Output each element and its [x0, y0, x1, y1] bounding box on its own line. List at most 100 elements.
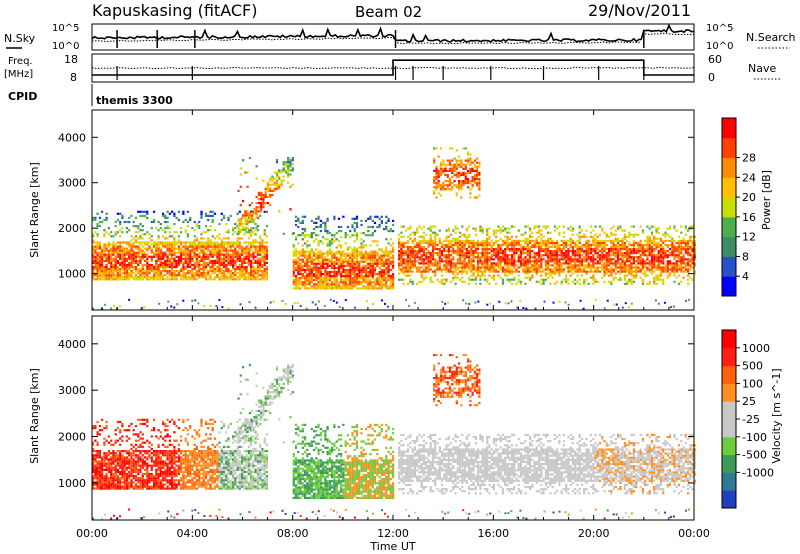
- power-cell: [259, 235, 262, 238]
- power-cell: [666, 264, 669, 267]
- power-cell: [453, 184, 456, 187]
- power-cell: [632, 225, 635, 228]
- power-cell: [549, 245, 552, 249]
- power-cell: [92, 270, 95, 273]
- power-cell: [409, 260, 412, 263]
- power-cell: [648, 264, 651, 267]
- power-cell: [418, 258, 421, 261]
- power-cell: [328, 252, 331, 255]
- power-cell: [171, 274, 174, 277]
- power-cell: [668, 239, 672, 242]
- power-cell: [632, 252, 635, 255]
- power-cell: [682, 239, 685, 242]
- power-cell: [155, 272, 158, 275]
- power-cell: [317, 268, 320, 272]
- power-cell: [508, 250, 511, 253]
- power-cell: [119, 249, 122, 252]
- power-cell: [400, 258, 403, 261]
- power-cell: [422, 270, 425, 273]
- power-cell: [465, 239, 468, 242]
- power-cell: [227, 268, 230, 271]
- power-cell: [454, 231, 457, 234]
- power-cell: [641, 248, 644, 251]
- power-cell: [637, 258, 640, 261]
- power-cell: [308, 275, 311, 278]
- power-cell: [576, 274, 579, 277]
- power-cell: [533, 256, 536, 259]
- power-cell: [446, 175, 449, 179]
- power-cell: [677, 235, 681, 238]
- power-cell: [141, 237, 144, 240]
- power-cell: [623, 260, 626, 263]
- power-cell: [175, 247, 178, 250]
- power-cell: [125, 247, 129, 250]
- power-cell: [452, 270, 455, 273]
- power-cell: [351, 277, 354, 280]
- power-cell: [540, 248, 543, 251]
- power-cell: [148, 263, 151, 267]
- power-cell: [565, 250, 568, 253]
- power-cell: [263, 274, 266, 277]
- power-cell: [367, 279, 370, 282]
- power-cell: [299, 277, 302, 280]
- power-cell: [571, 239, 574, 242]
- power-cell: [164, 251, 167, 254]
- power-cell: [155, 278, 158, 281]
- power-cell: [278, 169, 281, 172]
- power-cell: [632, 274, 635, 277]
- power-cell: [610, 239, 613, 242]
- power-cell: [605, 252, 608, 255]
- power-cell: [437, 173, 440, 177]
- power-cell: [680, 256, 683, 259]
- power-cell: [220, 243, 223, 246]
- power-cell: [571, 250, 574, 253]
- power-cell: [232, 245, 235, 248]
- power-cell: [440, 274, 444, 277]
- power-cell: [94, 274, 97, 277]
- power-cell: [664, 239, 667, 242]
- power-cell: [483, 278, 486, 281]
- power-cell: [594, 270, 597, 273]
- power-cell: [310, 232, 313, 235]
- power-cell: [639, 258, 642, 261]
- power-cell: [137, 245, 140, 248]
- power-cell: [425, 276, 428, 279]
- power-cell: [337, 285, 340, 288]
- power-cell: [626, 252, 629, 255]
- power-cell: [433, 182, 436, 185]
- power-cell: [186, 235, 189, 238]
- power-cell: [592, 262, 595, 265]
- power-cell: [691, 235, 694, 238]
- power-cell: [191, 272, 194, 275]
- power-cell: [385, 266, 388, 269]
- power-cell: [601, 250, 604, 253]
- power-cell: [639, 243, 642, 247]
- power-cell: [551, 256, 554, 259]
- power-cell: [371, 234, 374, 237]
- power-cell: [407, 256, 410, 259]
- power-cell: [578, 227, 581, 230]
- power-cell: [425, 248, 428, 251]
- noise-panel-frame: [91, 23, 695, 51]
- power-cell: [531, 243, 534, 247]
- power-cell: [425, 258, 428, 261]
- power-cell: [504, 264, 507, 267]
- power-cell: [211, 255, 214, 258]
- power-cell: [261, 263, 264, 267]
- power-cell: [641, 243, 644, 247]
- power-cell: [198, 265, 201, 269]
- power-cell: [623, 241, 626, 244]
- power-cell: [429, 235, 432, 238]
- power-cell: [211, 272, 214, 275]
- power-cell: [585, 260, 588, 263]
- power-cell: [232, 276, 235, 279]
- power-cell: [229, 255, 232, 258]
- power-cell: [547, 272, 550, 275]
- power-cell: [490, 254, 493, 257]
- power-cell: [243, 265, 246, 269]
- power-cell: [92, 247, 95, 250]
- power-cell: [451, 165, 454, 168]
- power-cell: [452, 276, 455, 279]
- power-cell: [508, 258, 511, 261]
- power-cell: [385, 260, 388, 263]
